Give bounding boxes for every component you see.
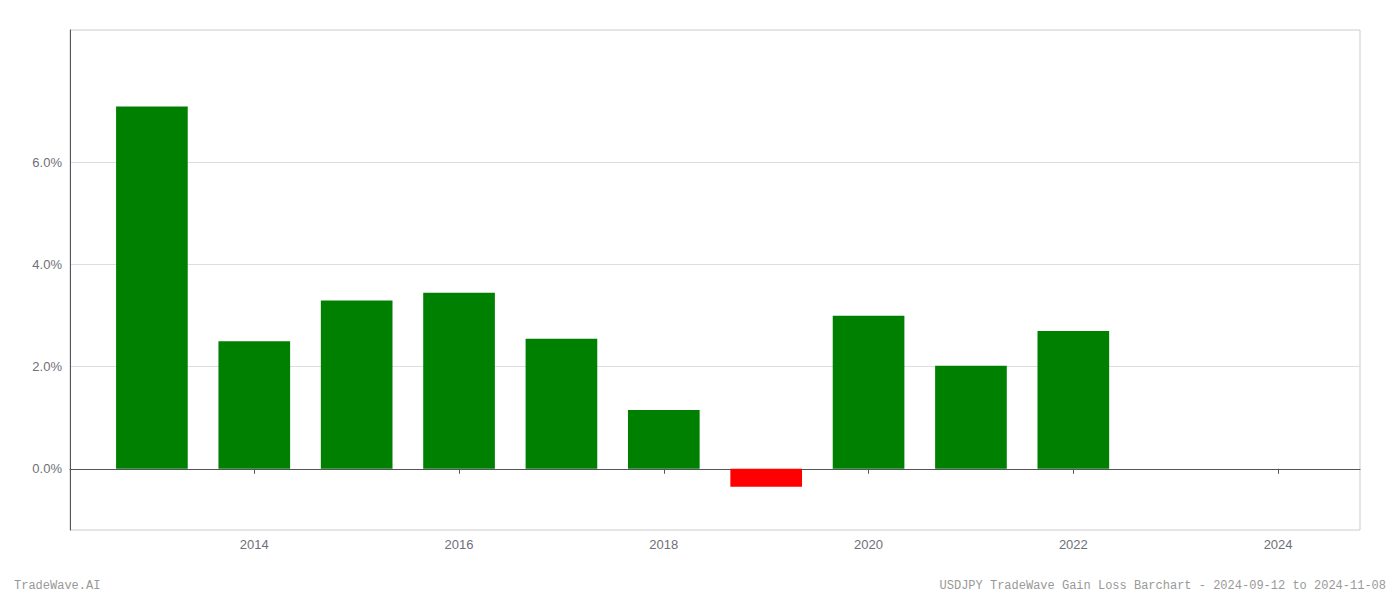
svg-text:2022: 2022	[1059, 537, 1088, 552]
svg-text:2014: 2014	[240, 537, 269, 552]
svg-text:2024: 2024	[1264, 537, 1293, 552]
svg-text:6.0%: 6.0%	[32, 155, 62, 170]
svg-text:2016: 2016	[445, 537, 474, 552]
svg-text:TradeWave.AI: TradeWave.AI	[14, 579, 100, 593]
svg-text:0.0%: 0.0%	[32, 461, 62, 476]
svg-text:2.0%: 2.0%	[32, 359, 62, 374]
svg-text:2018: 2018	[649, 537, 678, 552]
svg-text:USDJPY TradeWave Gain Loss Bar: USDJPY TradeWave Gain Loss Barchart - 20…	[940, 579, 1386, 593]
svg-text:2020: 2020	[854, 537, 883, 552]
svg-text:4.0%: 4.0%	[32, 257, 62, 272]
